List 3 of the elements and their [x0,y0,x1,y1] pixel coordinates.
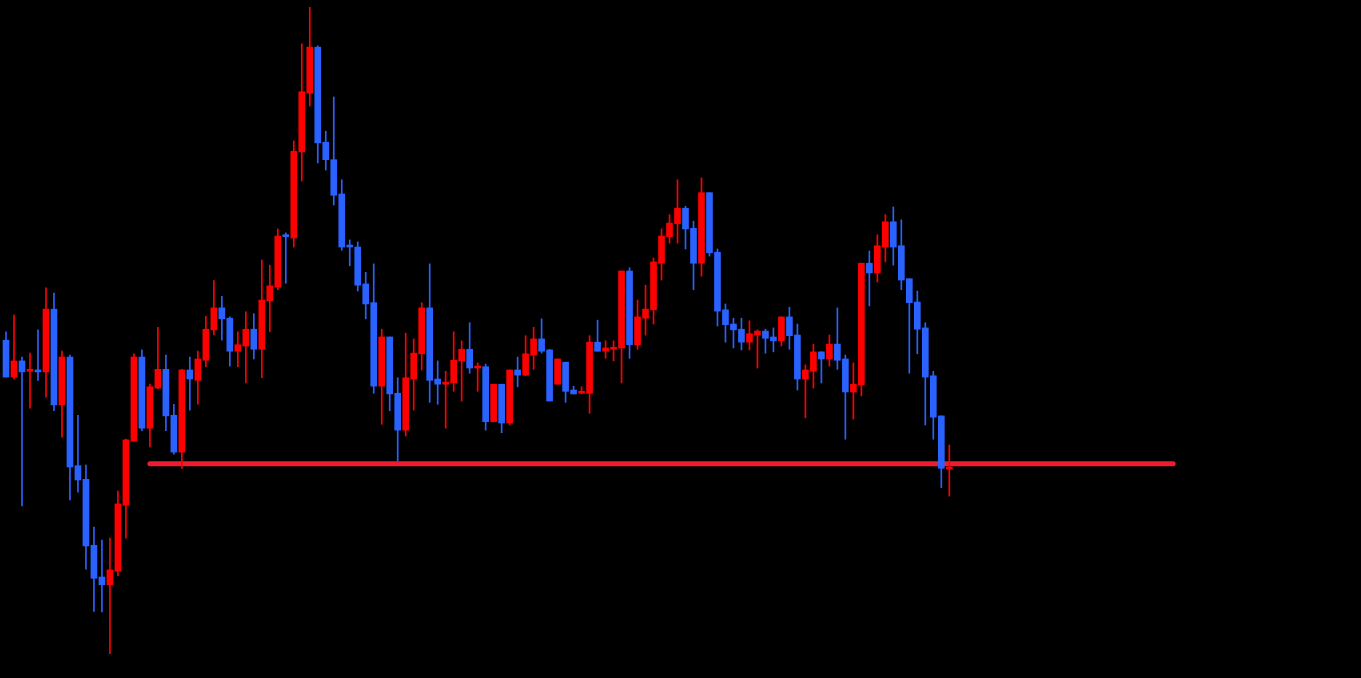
candlestick [282,232,290,284]
candlestick [74,414,82,493]
candlestick [26,352,34,409]
